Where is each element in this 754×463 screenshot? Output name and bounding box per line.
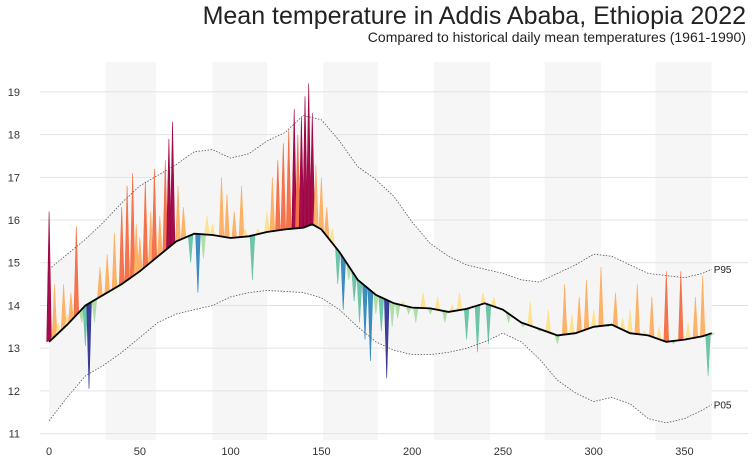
x-tick-label: 200	[403, 446, 421, 458]
x-tick-label: 100	[221, 446, 239, 458]
y-tick-label: 16	[8, 215, 20, 227]
y-tick-label: 11	[9, 429, 20, 441]
x-tick-label: 50	[134, 446, 146, 458]
y-tick-label: 13	[8, 343, 20, 355]
p95-line	[48, 114, 712, 283]
y-tick-label: 18	[8, 130, 20, 142]
p05-label: P05	[714, 401, 732, 412]
y-tick-label: 14	[8, 300, 20, 312]
mean-line	[48, 223, 712, 343]
month-band	[433, 62, 491, 440]
historical-range-band	[49, 115, 712, 423]
chart-title: Mean temperature in Addis Ababa, Ethiopi…	[202, 2, 746, 30]
x-tick-label: 350	[675, 446, 693, 458]
chart-subtitle: Compared to historical daily mean temper…	[367, 29, 746, 45]
y-tick-label: 19	[8, 87, 20, 99]
x-tick-label: 300	[585, 446, 603, 458]
y-tick-label: 15	[8, 258, 20, 270]
x-tick-label: 250	[494, 446, 512, 458]
x-tick-label: 0	[46, 446, 52, 458]
y-tick-label: 17	[8, 172, 20, 184]
p95-label: P95	[714, 265, 732, 276]
x-tick-label: 150	[312, 446, 330, 458]
y-tick-label: 12	[8, 386, 20, 398]
p05-line	[48, 290, 712, 424]
observed-2022-mark	[309, 113, 316, 226]
